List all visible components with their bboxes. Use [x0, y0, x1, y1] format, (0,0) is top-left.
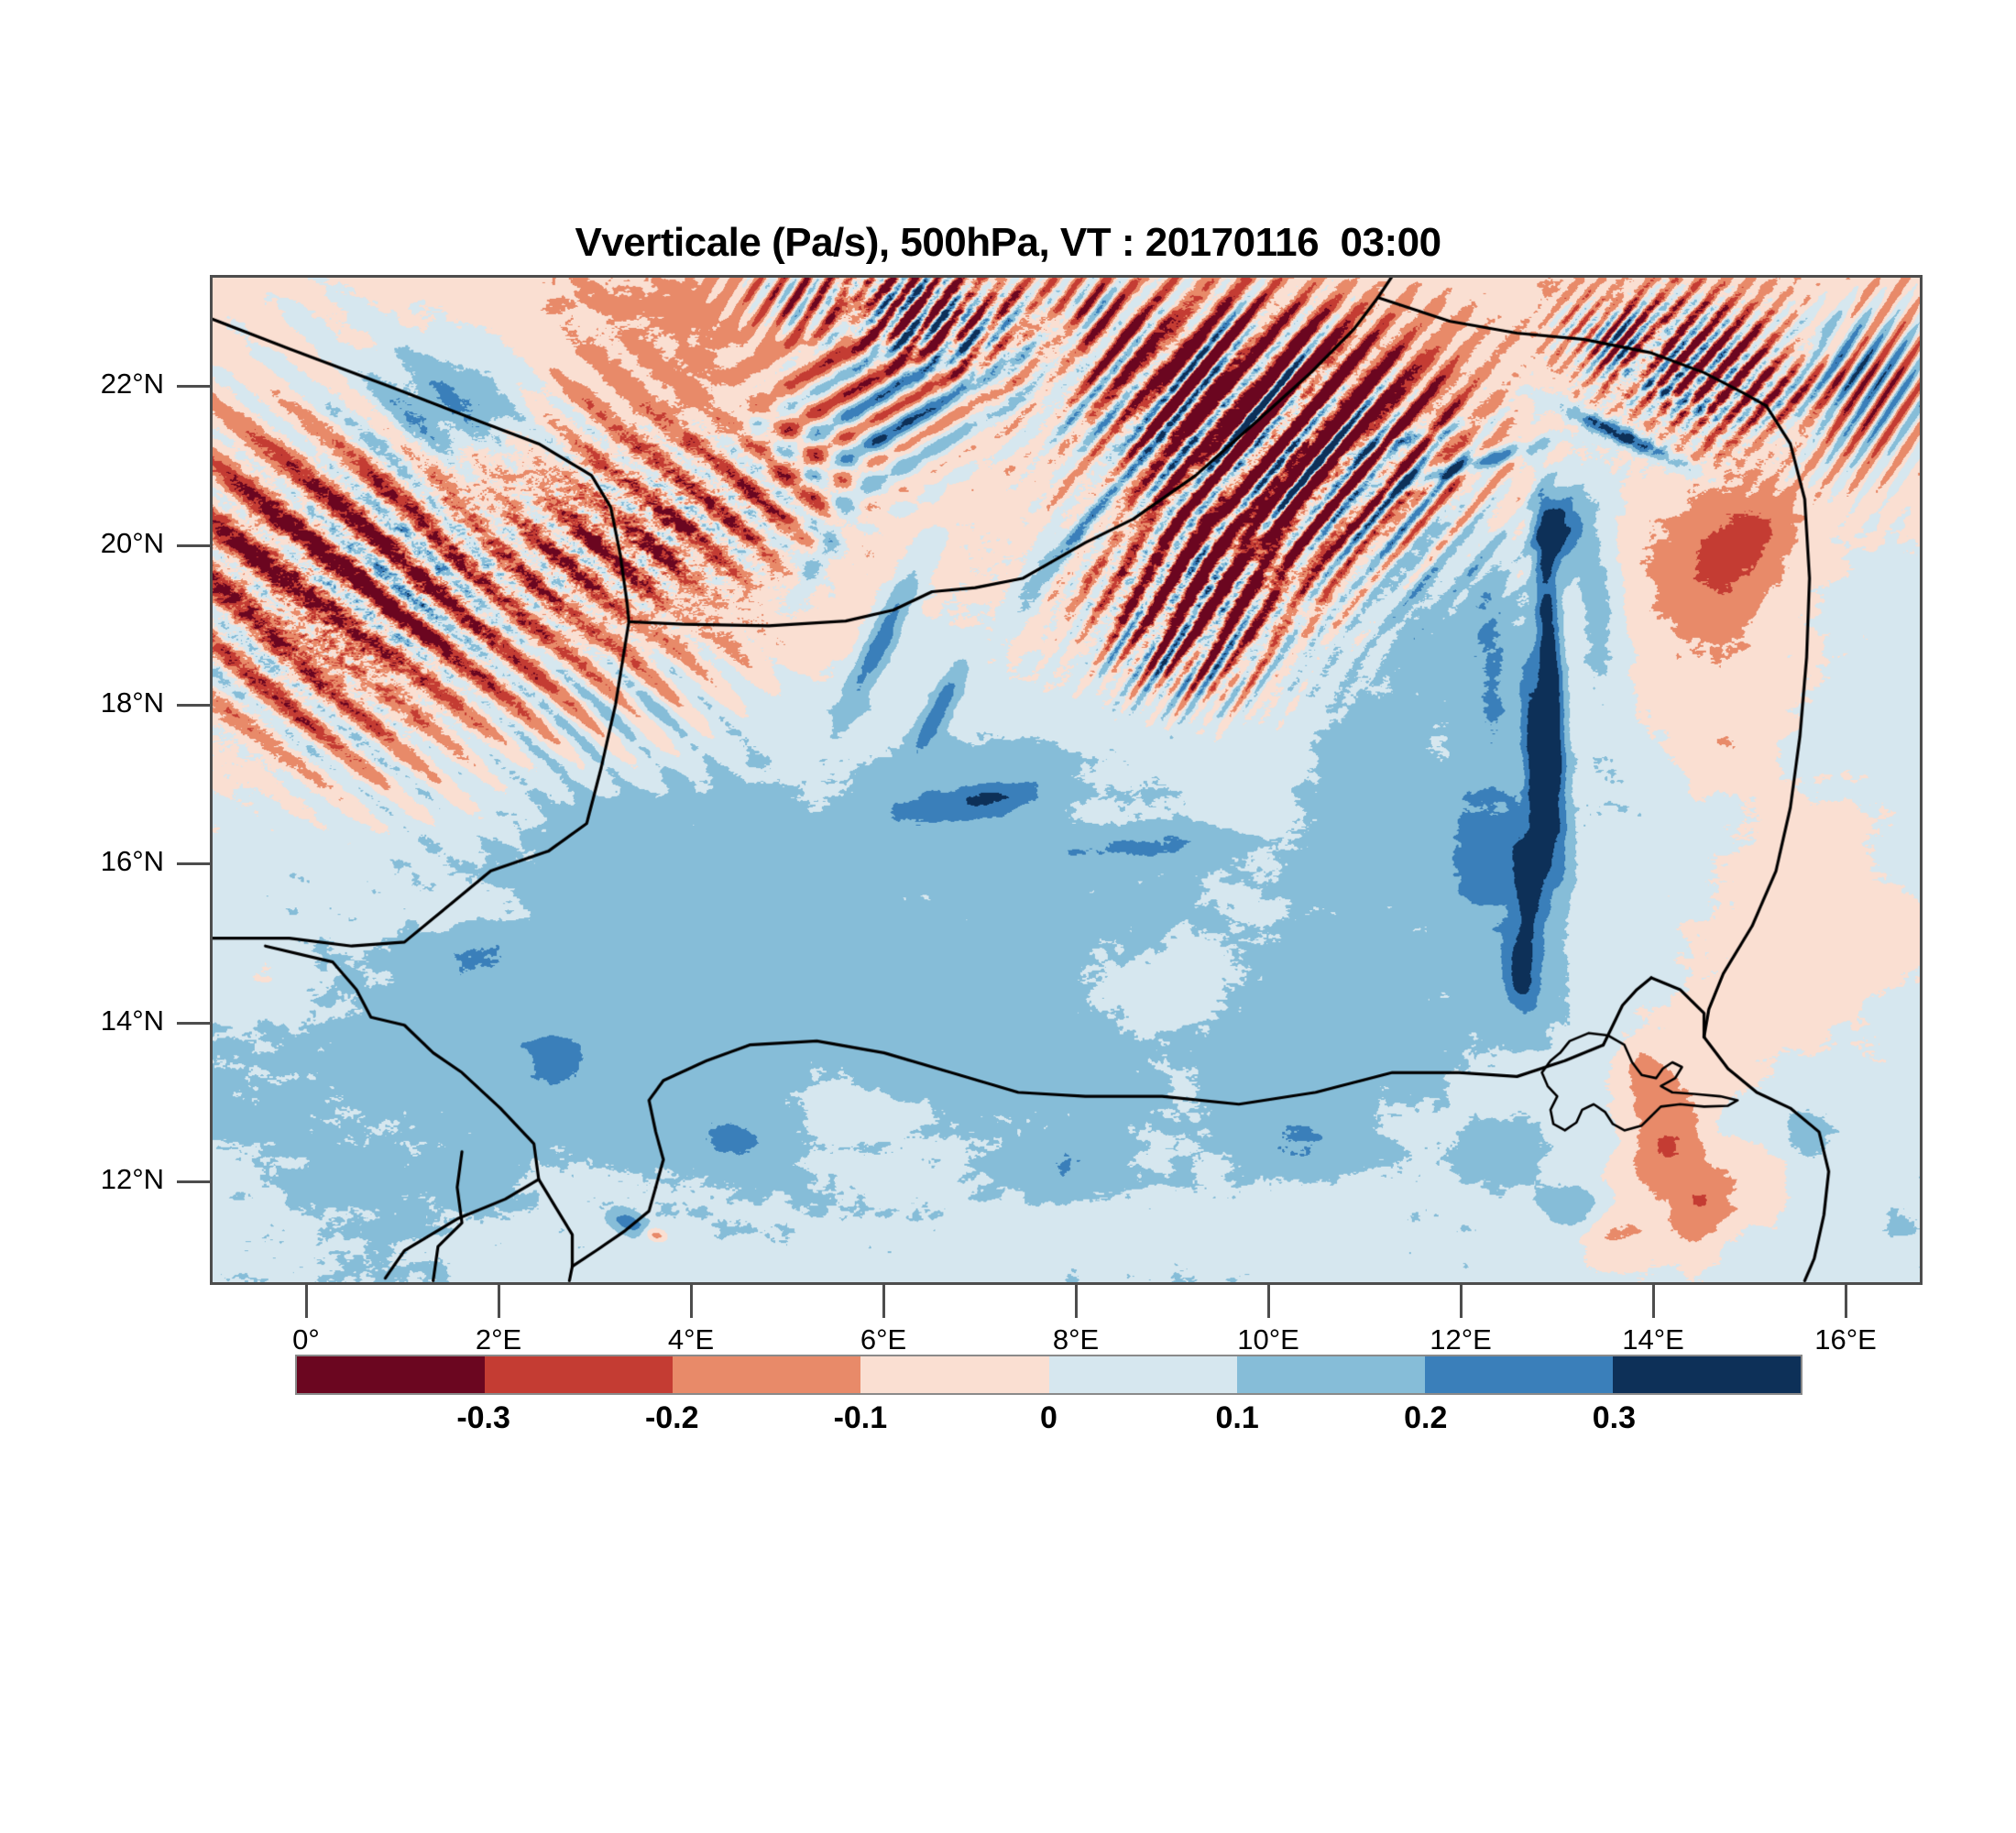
lat-tick-mark: [177, 862, 210, 866]
lon-tick-mark: [882, 1285, 885, 1318]
lat-tick-mark: [177, 703, 210, 707]
lon-tick-mark: [1652, 1285, 1655, 1318]
lon-tick-mark: [1267, 1285, 1270, 1318]
lon-tick-mark: [1460, 1285, 1463, 1318]
colorbar-tick-label: -0.2: [644, 1400, 699, 1435]
lon-tick-label: 6°E: [860, 1323, 907, 1356]
map-plot-area: [210, 275, 1923, 1285]
lon-tick-label: 2°E: [475, 1323, 522, 1356]
lat-tick-label: 20°N: [100, 527, 164, 560]
lon-tick-label: 0°: [292, 1323, 320, 1356]
colorbar-band: [1236, 1356, 1425, 1393]
colorbar-band: [673, 1356, 861, 1393]
colorbar-bands: [295, 1355, 1802, 1395]
colorbar-tick-label: 0.3: [1592, 1400, 1637, 1435]
colorbar-band: [485, 1356, 674, 1393]
colorbar-tick-label: 0: [1040, 1400, 1057, 1435]
lon-tick-label: 12°E: [1430, 1323, 1492, 1356]
lon-tick-mark: [690, 1285, 693, 1318]
lat-tick-label: 18°N: [100, 686, 164, 719]
lon-tick-label: 4°E: [667, 1323, 715, 1356]
page-title: Vverticale (Pa/s), 500hPa, VT : 20170116…: [575, 220, 1441, 265]
colorbar-tick-label: -0.3: [456, 1400, 510, 1435]
lon-tick-label: 14°E: [1622, 1323, 1684, 1356]
vertical-velocity-contour-field: [213, 278, 1920, 1282]
colorbar-band: [297, 1356, 486, 1393]
lon-tick-mark: [1075, 1285, 1078, 1318]
lat-tick-label: 16°N: [100, 845, 164, 878]
colorbar-tick-label: 0.2: [1404, 1400, 1448, 1435]
lon-tick-mark: [498, 1285, 500, 1318]
colorbar-band: [1612, 1356, 1801, 1393]
lon-tick-label: 10°E: [1237, 1323, 1299, 1356]
colorbar-band: [860, 1356, 1049, 1393]
lat-tick-mark: [177, 544, 210, 548]
colorbar-band: [1048, 1356, 1237, 1393]
lat-tick-mark: [177, 1180, 210, 1184]
colorbar: -0.3 -0.2 -0.1 0 0.1 0.2 0.3: [295, 1355, 1802, 1435]
lat-tick-mark: [177, 385, 210, 389]
lat-tick-label: 14°N: [100, 1004, 164, 1037]
lat-tick-mark: [177, 1021, 210, 1025]
lon-tick-mark: [1845, 1285, 1847, 1318]
lat-tick-label: 12°N: [100, 1163, 164, 1196]
colorbar-band: [1424, 1356, 1613, 1393]
colorbar-tick-label: -0.1: [833, 1400, 888, 1435]
lon-tick-label: 16°E: [1814, 1323, 1877, 1356]
lat-tick-label: 22°N: [100, 368, 164, 401]
lon-tick-label: 8°E: [1052, 1323, 1100, 1356]
lon-tick-mark: [305, 1285, 308, 1318]
colorbar-tick-label: 0.1: [1215, 1400, 1259, 1435]
